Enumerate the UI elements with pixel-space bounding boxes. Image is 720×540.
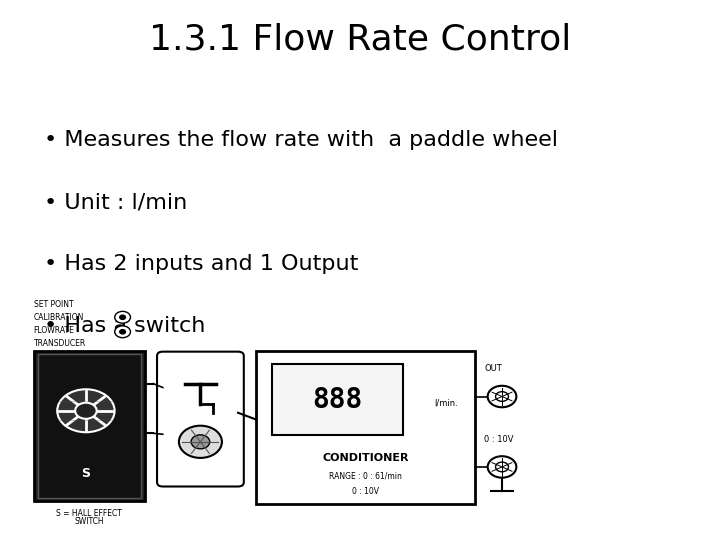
Circle shape bbox=[191, 435, 210, 449]
Text: 1.3.1 Flow Rate Control: 1.3.1 Flow Rate Control bbox=[149, 23, 571, 57]
Circle shape bbox=[487, 456, 516, 478]
Bar bbox=[271, 364, 403, 435]
Text: • Has a switch: • Has a switch bbox=[45, 316, 206, 336]
Text: • Has 2 inputs and 1 Output: • Has 2 inputs and 1 Output bbox=[45, 254, 359, 274]
Bar bbox=[38, 354, 140, 498]
Circle shape bbox=[57, 389, 114, 432]
Text: SET POINT: SET POINT bbox=[34, 300, 73, 309]
Text: 0 : 10V: 0 : 10V bbox=[484, 435, 513, 444]
Circle shape bbox=[495, 462, 508, 472]
Text: CALIBRATION: CALIBRATION bbox=[34, 313, 84, 322]
Circle shape bbox=[75, 403, 96, 419]
Circle shape bbox=[114, 326, 130, 338]
Bar bbox=[34, 350, 145, 501]
Text: 0 : 10V: 0 : 10V bbox=[352, 487, 379, 496]
Circle shape bbox=[120, 329, 125, 334]
Text: l/min.: l/min. bbox=[434, 399, 458, 408]
Circle shape bbox=[114, 312, 130, 323]
Text: S = HALL EFFECT: S = HALL EFFECT bbox=[56, 509, 122, 518]
FancyBboxPatch shape bbox=[157, 352, 244, 487]
Text: SWITCH: SWITCH bbox=[74, 517, 104, 526]
Circle shape bbox=[179, 426, 222, 458]
Text: CONDITIONER: CONDITIONER bbox=[322, 453, 409, 463]
Text: TRANSDUCER: TRANSDUCER bbox=[34, 339, 86, 348]
Text: • Unit : l/min: • Unit : l/min bbox=[45, 192, 188, 212]
Circle shape bbox=[487, 386, 516, 407]
Circle shape bbox=[495, 392, 508, 401]
Circle shape bbox=[120, 315, 125, 320]
Text: 888: 888 bbox=[312, 386, 363, 414]
Text: FLOWRATE: FLOWRATE bbox=[34, 326, 75, 335]
Text: • Measures the flow rate with  a paddle wheel: • Measures the flow rate with a paddle w… bbox=[45, 130, 559, 150]
Bar bbox=[256, 350, 474, 504]
Text: S: S bbox=[81, 468, 91, 481]
Text: OUT: OUT bbox=[484, 364, 502, 374]
Text: RANGE : 0 : 61/min: RANGE : 0 : 61/min bbox=[329, 471, 402, 481]
